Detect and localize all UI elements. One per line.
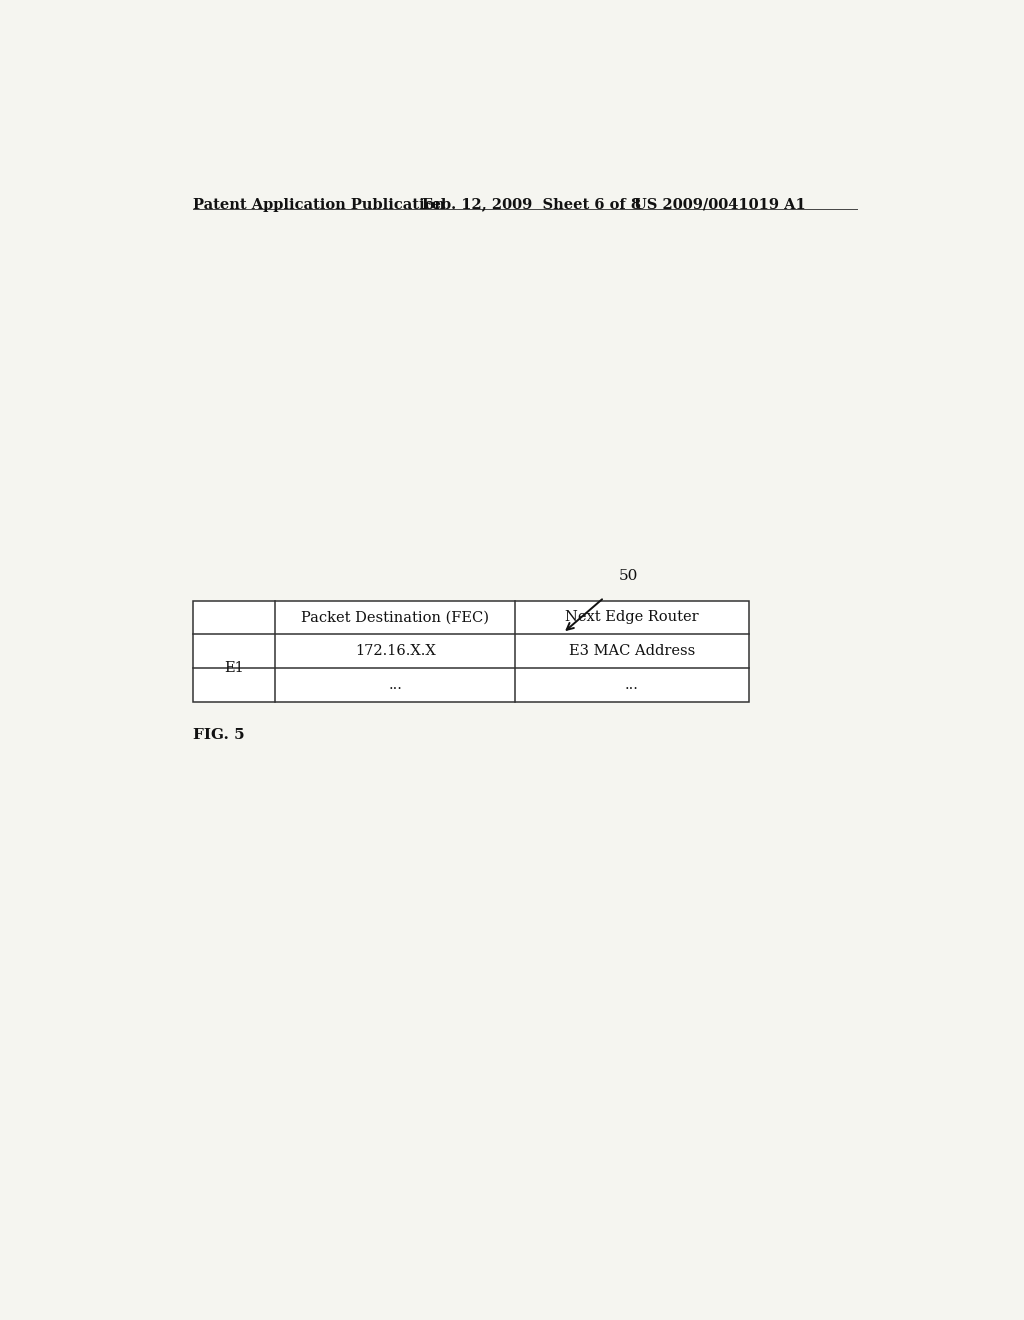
Text: E1: E1 xyxy=(224,661,244,676)
Text: E3 MAC Address: E3 MAC Address xyxy=(568,644,695,659)
Text: ...: ... xyxy=(388,678,402,692)
Text: 50: 50 xyxy=(618,569,638,583)
Text: Patent Application Publication: Patent Application Publication xyxy=(194,198,445,211)
Text: Next Edge Router: Next Edge Router xyxy=(565,610,698,624)
Bar xyxy=(194,601,749,702)
Text: 172.16.X.X: 172.16.X.X xyxy=(355,644,435,659)
Text: ...: ... xyxy=(625,678,639,692)
Text: Packet Destination (FEC): Packet Destination (FEC) xyxy=(301,610,489,624)
Text: US 2009/0041019 A1: US 2009/0041019 A1 xyxy=(634,198,806,211)
Text: FIG. 5: FIG. 5 xyxy=(194,727,245,742)
Text: Feb. 12, 2009  Sheet 6 of 8: Feb. 12, 2009 Sheet 6 of 8 xyxy=(422,198,641,211)
